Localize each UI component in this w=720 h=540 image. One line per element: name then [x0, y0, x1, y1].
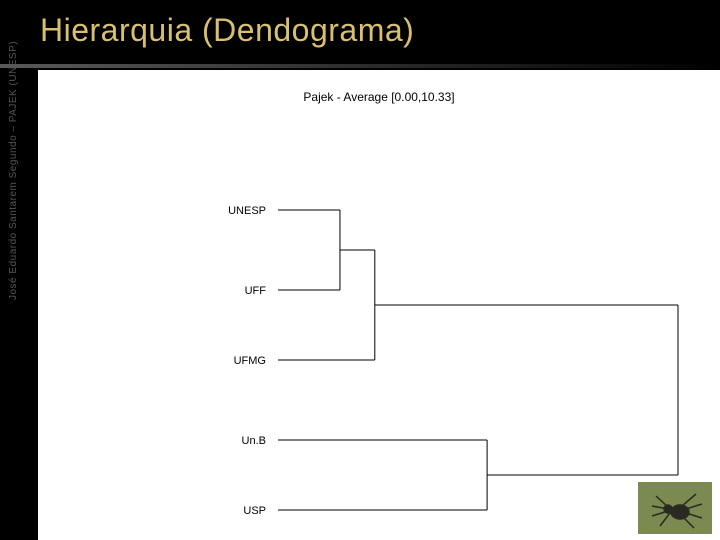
dendrogram-leaf-label: UFF [245, 285, 267, 297]
spider-decoration [638, 482, 712, 534]
dendrogram-panel: Pajek - Average [0.00,10.33] UNESP UFF UFM… [38, 70, 720, 540]
dendrogram-leaf-label: USP [243, 505, 266, 517]
dendrogram-chart: UNESP UFF UFMG Un.B USP [38, 70, 720, 540]
spider-icon [638, 482, 712, 534]
dendrogram-leaf-label: UNESP [228, 205, 266, 217]
dendrogram-leaf-label: UFMG [234, 355, 266, 367]
page-title: Hierarquia (Dendograma) [40, 12, 414, 49]
dendrogram-title: Pajek - Average [0.00,10.33] [38, 90, 720, 104]
dendrogram-leaf-label: Un.B [242, 435, 266, 447]
title-accent-bar [0, 64, 720, 68]
side-author-label: José Eduardo Santarem Segundo – PAJEK (U… [8, 41, 19, 300]
